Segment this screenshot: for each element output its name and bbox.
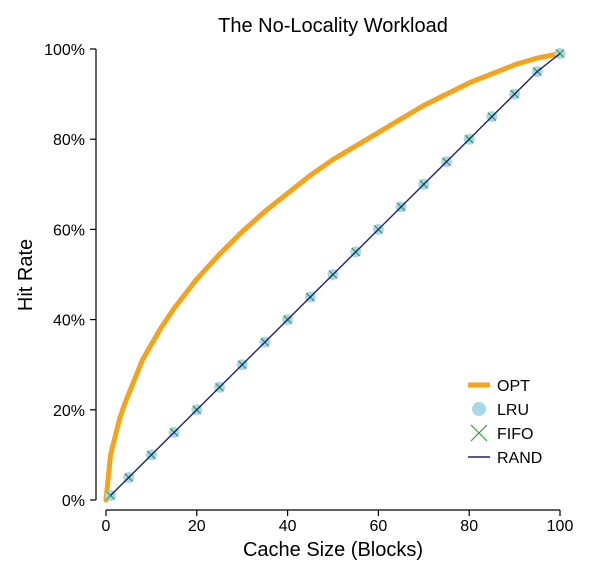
legend-label-lru: LRU [497, 402, 529, 419]
x-tick-label: 60 [370, 518, 388, 535]
y-axis-label: Hit Rate [15, 239, 37, 311]
legend-label-fifo: FIFO [497, 426, 533, 443]
y-tick-label: 20% [53, 403, 85, 420]
y-tick-label: 40% [53, 313, 85, 330]
series-line-rand [110, 52, 561, 496]
legend-swatch-fifo [470, 424, 488, 442]
chart-title: The No-Locality Workload [218, 15, 448, 37]
y-tick-label: 80% [53, 132, 85, 149]
x-tick-label: 100 [547, 518, 574, 535]
x-tick-label: 40 [279, 518, 297, 535]
x-axis-ticks: 0 20 40 60 80 100 [102, 510, 574, 535]
y-tick-label: 0% [62, 493, 85, 510]
legend-label-rand: RAND [497, 450, 542, 467]
plot-area [103, 48, 566, 503]
x-tick-label: 20 [188, 518, 206, 535]
x-axis-label: Cache Size (Blocks) [243, 539, 423, 561]
y-tick-label: 100% [44, 42, 85, 59]
y-tick-label: 60% [53, 222, 85, 239]
series-line-opt [103, 51, 563, 503]
x-tick-label: 0 [102, 518, 111, 535]
legend: OPT LRU FIFO RAND [468, 378, 542, 467]
legend-swatch-lru [472, 402, 486, 416]
x-tick-label: 80 [460, 518, 478, 535]
legend-label-opt: OPT [497, 378, 530, 395]
y-axis-ticks: 0% 20% 40% 60% 80% 100% [44, 42, 96, 510]
